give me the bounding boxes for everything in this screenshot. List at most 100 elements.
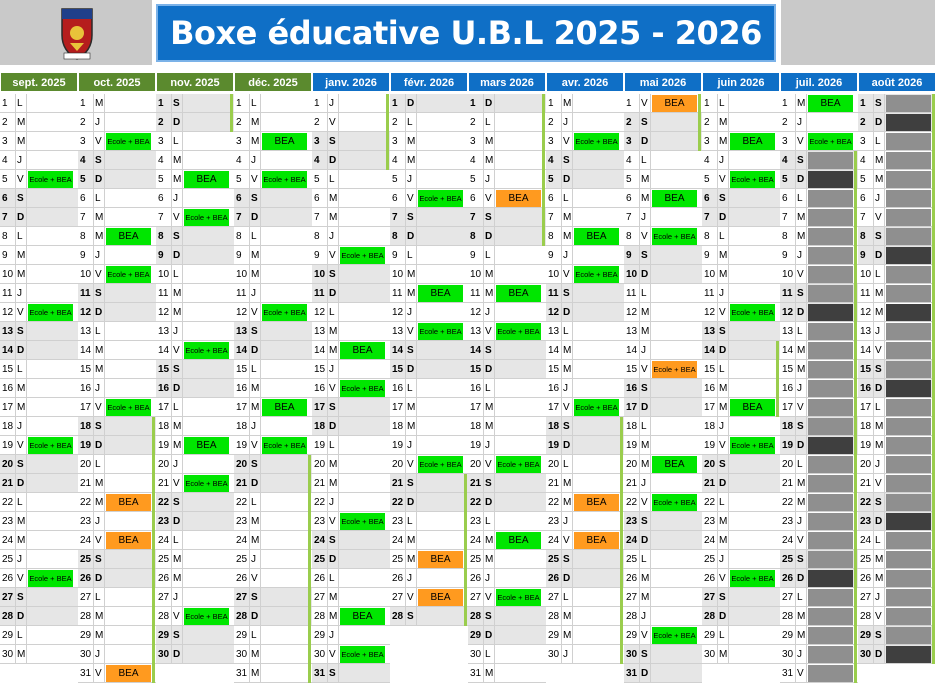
day-cell[interactable]: 23 L	[468, 512, 546, 531]
day-cell[interactable]: 26 J	[468, 569, 546, 588]
day-cell[interactable]: 16 M	[234, 379, 312, 398]
day-cell[interactable]: 22 V Ecole + BEA	[624, 493, 702, 512]
day-cell[interactable]: 21 S	[468, 474, 546, 493]
day-cell[interactable]: 25 S	[546, 550, 624, 569]
day-cell[interactable]: 15 S	[156, 360, 234, 379]
day-cell[interactable]: 11 J	[234, 284, 312, 303]
day-cell[interactable]: 11 L	[624, 284, 702, 303]
day-cell[interactable]: 29 M	[78, 626, 156, 645]
day-cell[interactable]: 19 M	[858, 436, 935, 455]
day-cell[interactable]: 3 V Ecole + BEA	[780, 132, 858, 151]
day-cell[interactable]: 3 V Ecole + BEA	[78, 132, 156, 151]
day-cell[interactable]: 27 J	[156, 588, 234, 607]
event-badge[interactable]: BEA	[262, 399, 307, 416]
day-cell[interactable]: 22 J	[312, 493, 390, 512]
day-cell[interactable]: 31 D	[624, 664, 702, 683]
event-badge[interactable]: Ecole + BEA	[652, 228, 697, 245]
day-cell[interactable]: 28 S	[468, 607, 546, 626]
day-cell[interactable]: 19 D	[546, 436, 624, 455]
day-cell[interactable]: 18 M	[390, 417, 468, 436]
day-cell[interactable]: 20 S	[702, 455, 780, 474]
day-cell[interactable]: 16 D	[858, 379, 935, 398]
day-cell[interactable]: 25 M	[156, 550, 234, 569]
day-cell[interactable]: 30 S	[624, 645, 702, 664]
day-cell[interactable]: 31 V	[780, 664, 858, 683]
day-cell[interactable]: 25 L	[624, 550, 702, 569]
day-cell[interactable]: 31 S	[312, 664, 390, 683]
day-cell[interactable]: 24 M	[234, 531, 312, 550]
day-cell[interactable]: 10 L	[858, 265, 935, 284]
day-cell[interactable]: 22 L	[234, 493, 312, 512]
day-cell[interactable]: 27 S	[234, 588, 312, 607]
day-cell[interactable]: 22 D	[468, 493, 546, 512]
day-cell[interactable]: 18 J	[0, 417, 78, 436]
day-cell[interactable]: 11 S	[78, 284, 156, 303]
day-cell[interactable]: 12 M	[858, 303, 935, 322]
day-cell[interactable]: 27 L	[546, 588, 624, 607]
day-cell[interactable]: 11 M BEA	[390, 284, 468, 303]
day-cell[interactable]: 24 L	[156, 531, 234, 550]
day-cell[interactable]: 20 S	[0, 455, 78, 474]
day-cell[interactable]: 24 M	[390, 531, 468, 550]
day-cell[interactable]: 23 S	[624, 512, 702, 531]
day-cell[interactable]: 10 L	[156, 265, 234, 284]
day-cell[interactable]: 15 M	[78, 360, 156, 379]
day-cell[interactable]: 30 M	[234, 645, 312, 664]
day-cell[interactable]: 26 M	[156, 569, 234, 588]
event-badge[interactable]: BEA	[574, 228, 619, 245]
day-cell[interactable]: 24 S	[312, 531, 390, 550]
day-cell[interactable]: 30 J	[78, 645, 156, 664]
day-cell[interactable]: 27 V Ecole + BEA	[468, 588, 546, 607]
event-badge[interactable]: Ecole + BEA	[184, 342, 229, 359]
day-cell[interactable]: 17 V Ecole + BEA	[546, 398, 624, 417]
day-cell[interactable]: 25 J	[702, 550, 780, 569]
event-badge[interactable]: Ecole + BEA	[106, 133, 151, 150]
day-cell[interactable]: 25 D	[312, 550, 390, 569]
day-cell[interactable]: 15 V Ecole + BEA	[624, 360, 702, 379]
event-badge[interactable]: Ecole + BEA	[496, 456, 541, 473]
day-cell[interactable]: 29 M	[780, 626, 858, 645]
day-cell[interactable]: 12 M	[624, 303, 702, 322]
day-cell[interactable]: 17 M	[0, 398, 78, 417]
day-cell[interactable]: 31 M	[468, 664, 546, 683]
day-cell[interactable]: 12 D	[546, 303, 624, 322]
event-badge[interactable]: Ecole + BEA	[418, 190, 463, 207]
day-cell[interactable]: 23 V Ecole + BEA	[312, 512, 390, 531]
day-cell[interactable]: 21 M	[78, 474, 156, 493]
event-badge[interactable]: BEA	[496, 190, 541, 207]
day-cell[interactable]: 27 M	[312, 588, 390, 607]
day-cell[interactable]: 21 V Ecole + BEA	[156, 474, 234, 493]
day-cell[interactable]: 21 D	[234, 474, 312, 493]
day-cell[interactable]: 27 M	[624, 588, 702, 607]
day-cell[interactable]: 8 M BEA	[78, 227, 156, 246]
event-badge[interactable]: BEA	[574, 494, 619, 511]
event-badge[interactable]: BEA	[730, 399, 775, 416]
event-badge[interactable]: Ecole + BEA	[28, 171, 73, 188]
day-cell[interactable]: 14 M	[78, 341, 156, 360]
day-cell[interactable]: 12 M	[156, 303, 234, 322]
day-cell[interactable]: 20 V Ecole + BEA	[390, 455, 468, 474]
event-badge[interactable]: Ecole + BEA	[28, 437, 73, 454]
day-cell[interactable]: 26 M	[858, 569, 935, 588]
day-cell[interactable]: 21 D	[702, 474, 780, 493]
event-badge[interactable]: BEA	[808, 95, 853, 112]
